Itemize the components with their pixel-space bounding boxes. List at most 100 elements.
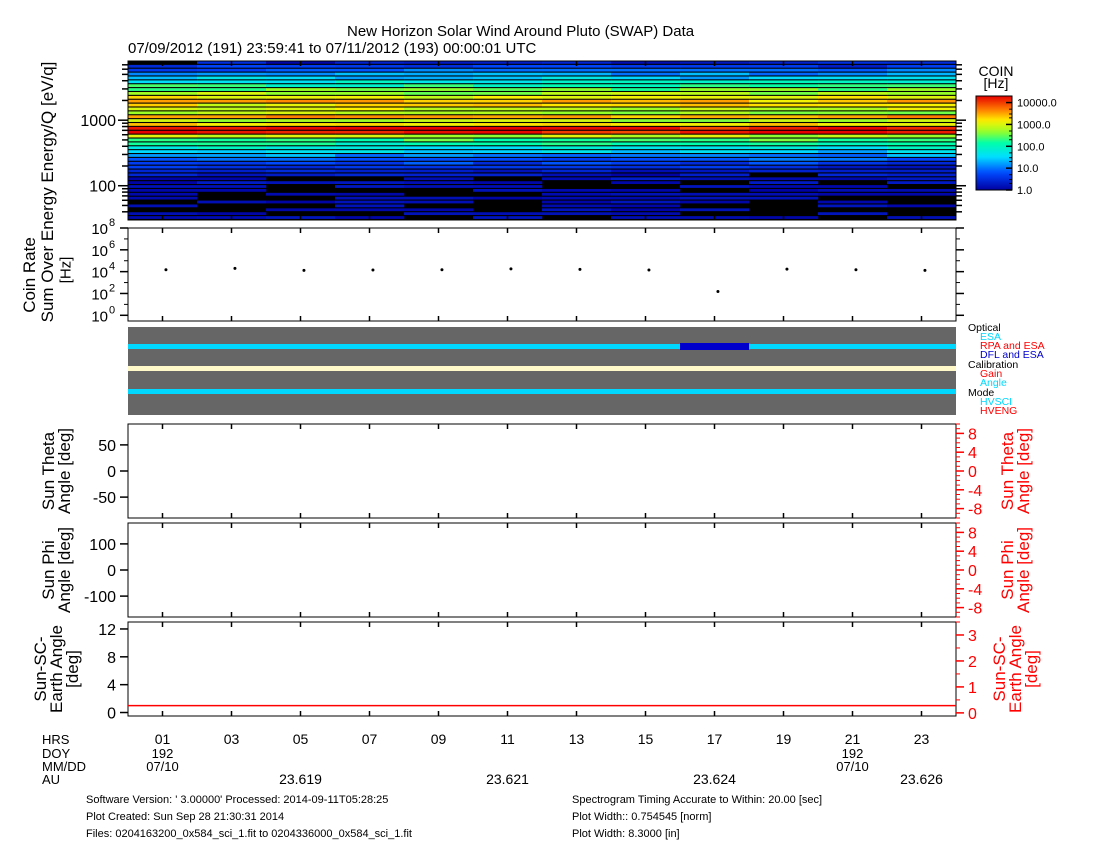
spectrogram-cell — [818, 64, 888, 68]
sun-sc-earth-ytick-right-label: 3 — [968, 628, 977, 645]
spectrogram-cell — [266, 161, 336, 165]
sun-phi-right-axis-label-line: Sun Phi — [998, 540, 1017, 600]
spectrogram-cell — [680, 150, 750, 153]
spectrogram-cell — [611, 99, 681, 103]
spectrogram-cell — [473, 84, 543, 88]
spectrogram-cell — [128, 92, 198, 95]
spectrogram-cell — [404, 72, 474, 76]
spectrogram-cell — [404, 173, 474, 177]
spectrogram-cell — [128, 188, 198, 192]
spectrogram-cell — [266, 126, 336, 130]
spectrogram-cell — [404, 76, 474, 80]
spectrogram-cell — [266, 130, 336, 134]
spectrogram-cell — [473, 88, 543, 91]
spectrogram-cell — [818, 150, 888, 153]
spectrogram-cell — [197, 80, 267, 84]
spectrogram-cell — [197, 165, 267, 169]
spectrogram-cell — [335, 196, 405, 200]
spectrogram-cell — [887, 157, 957, 161]
spectrogram-cell — [473, 212, 543, 216]
spectrogram-cell — [404, 68, 474, 72]
spectrogram-cell — [542, 126, 612, 130]
spectrogram-cell — [680, 138, 750, 142]
spectrogram-cell — [749, 88, 819, 91]
coin-rate-point — [440, 268, 444, 272]
sun-phi-ytick-right-label: -4 — [968, 582, 982, 599]
spectrogram-cell — [404, 196, 474, 200]
colorbar-tick-label: 10.0 — [1017, 163, 1038, 175]
spectrogram-cell — [473, 107, 543, 111]
spectrogram-cell — [611, 204, 681, 208]
spectrogram-cell — [749, 146, 819, 150]
sun-sc-earth-ytick-right-label: 2 — [968, 654, 977, 671]
sun-sc-earth-ytick-label: 12 — [98, 622, 116, 639]
spectrogram-cell — [404, 165, 474, 169]
spectrogram-cell — [611, 80, 681, 84]
spectrogram-cell — [542, 196, 612, 200]
spectrogram-cell — [749, 165, 819, 169]
colorbar-tick-label: 1.0 — [1017, 185, 1032, 197]
spectrogram-cell — [887, 142, 957, 146]
spectrogram-cell — [473, 123, 543, 126]
sun-phi-ytick-right-label: -8 — [968, 601, 982, 618]
spectrogram-cell — [197, 181, 267, 185]
spectrogram-cell — [128, 142, 198, 146]
status-legend-item: ESA — [980, 331, 1001, 343]
spectrogram-cell — [542, 154, 612, 157]
spectrogram-cell — [335, 99, 405, 103]
spectrogram-cell — [128, 177, 198, 181]
software-version: Software Version: ' 3.00000' Processed: … — [86, 794, 389, 806]
coin-rate-point — [923, 268, 927, 272]
sun-sc-earth-axis-label-line: Sun-SC- — [31, 636, 50, 701]
spectrogram-cell — [611, 119, 681, 122]
spectrogram-cell — [473, 181, 543, 185]
spectrogram-cell — [611, 177, 681, 181]
time-axis-mmdd-label: 07/10 — [836, 759, 869, 774]
spectrogram-cell — [818, 119, 888, 122]
spectrogram-cell — [542, 192, 612, 196]
spectrogram-cell — [887, 165, 957, 169]
sun-phi-ytick-label: -100 — [84, 589, 116, 606]
spectrogram-cell — [128, 64, 198, 68]
spectrogram-cell — [335, 161, 405, 165]
spectrogram-cell — [542, 68, 612, 72]
sun-theta-ytick-right-label: 0 — [968, 464, 977, 481]
coin-rate-axis-label: Coin Rate — [20, 237, 39, 313]
coin-rate-point — [509, 267, 513, 271]
spectrogram-cell — [611, 192, 681, 196]
spectrogram-cell — [611, 150, 681, 153]
spectrogram-cell — [335, 111, 405, 115]
spectrogram-cell — [680, 72, 750, 76]
spectrogram-cell — [542, 212, 612, 216]
spectrogram-cell — [818, 99, 888, 103]
coin-rate-ytick-exponent: 2 — [109, 282, 115, 294]
time-axis-row-label: HRS — [42, 732, 70, 747]
spectrogram-cell — [680, 177, 750, 181]
sun-theta-ytick-label: 50 — [98, 438, 116, 455]
spectrogram-cell — [128, 196, 198, 200]
spectrogram-cell — [887, 76, 957, 80]
spectrogram-cell — [404, 95, 474, 99]
spectrogram-cell — [818, 173, 888, 177]
spectrogram-cell — [611, 142, 681, 146]
spectrogram-cell — [818, 142, 888, 146]
spectrogram-cell — [542, 92, 612, 95]
spectrogram-cell — [128, 157, 198, 161]
sun-sc-earth-right-axis-label: Sun-SC-Earth Angle[deg] — [990, 625, 1041, 713]
time-axis-hour-label: 17 — [707, 731, 723, 747]
spectrogram-cell — [128, 173, 198, 177]
sun-phi-axis-label-line: Sun Phi — [39, 540, 58, 600]
spectrogram-cell — [128, 161, 198, 165]
status-mode-band — [128, 389, 956, 394]
spectrogram-cell — [887, 99, 957, 103]
spectrogram-cell — [266, 146, 336, 150]
spectrogram-cell — [335, 130, 405, 134]
time-axis-doy-label: 192 — [152, 746, 174, 761]
spectrogram-cell — [335, 119, 405, 122]
spectrogram-cell — [197, 154, 267, 157]
spectrogram-cell — [818, 204, 888, 208]
spectrogram-cell — [473, 154, 543, 157]
sun-theta-ytick-right-label: -4 — [968, 483, 982, 500]
spectrogram-cell — [128, 123, 198, 126]
spectrogram-cell — [197, 169, 267, 173]
